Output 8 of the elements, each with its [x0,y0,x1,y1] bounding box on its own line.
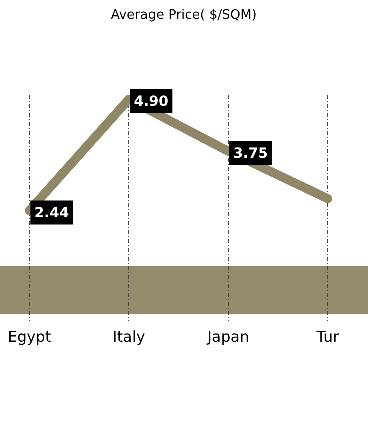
x-tick-label: Japan [206,328,250,346]
x-tick-label: Italy [112,328,146,346]
data-label: 3.75 [234,146,268,162]
chart-title: Average Price( $/SQM) [110,8,258,23]
x-tick-label: Tur [316,328,340,346]
data-label: 2.44 [34,205,70,222]
x-tick-label: Egypt [8,328,52,346]
data-label: 4.90 [134,94,169,110]
